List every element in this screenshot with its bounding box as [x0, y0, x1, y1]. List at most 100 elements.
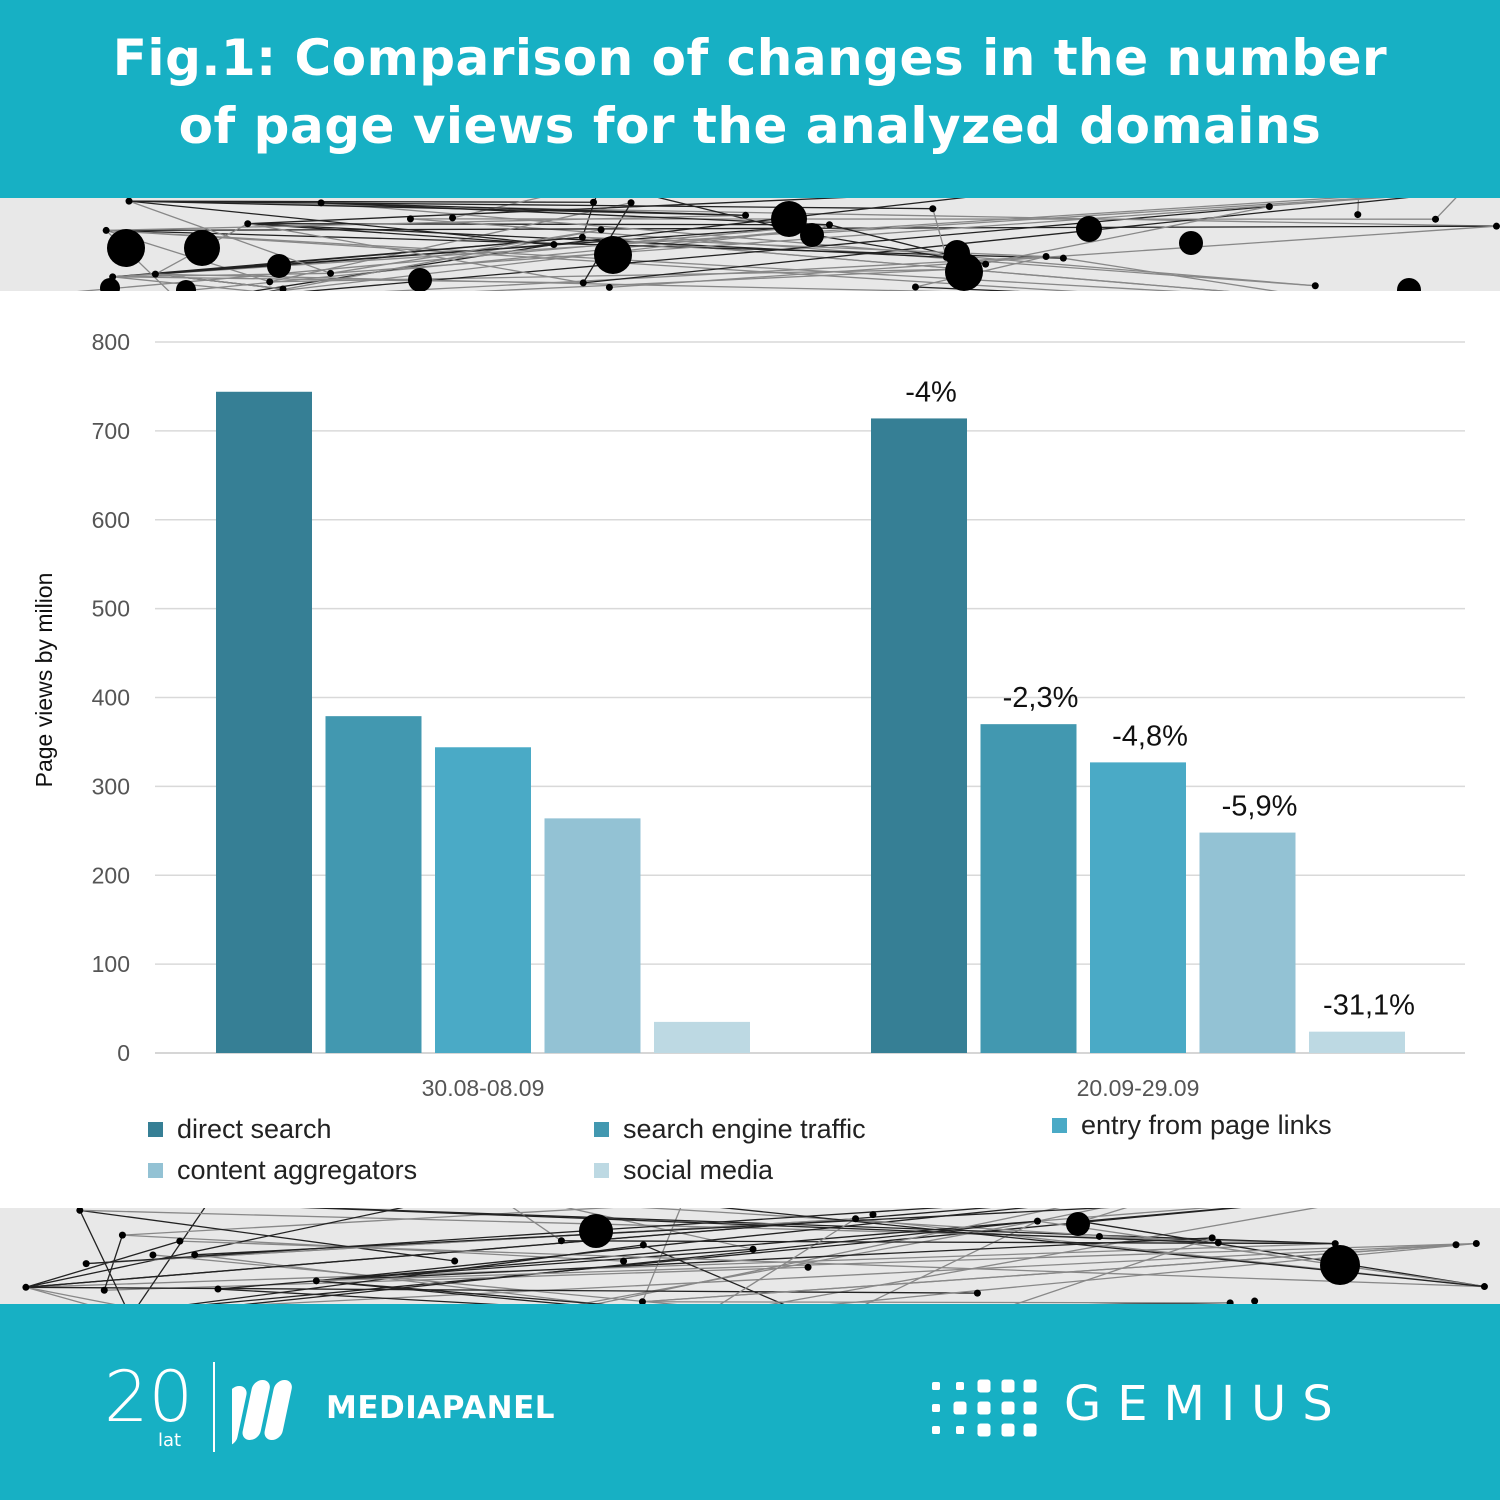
- bar: [654, 1021, 750, 1053]
- network-node: [605, 283, 613, 291]
- y-tick-label: 0: [117, 1040, 130, 1066]
- network-node: [929, 205, 937, 213]
- network-line: [128, 200, 331, 274]
- network-node: [1311, 282, 1319, 290]
- network-node: [451, 1257, 459, 1265]
- network-node: [638, 1298, 646, 1304]
- gemius-dot: [932, 1426, 940, 1434]
- network-line: [316, 1280, 571, 1304]
- bar: [1309, 1031, 1405, 1053]
- network-line: [247, 223, 947, 259]
- network-node: [266, 278, 274, 286]
- gemius-dot: [953, 1401, 967, 1415]
- network-node: [406, 215, 414, 223]
- y-tick-label: 500: [92, 596, 130, 622]
- network-line: [321, 202, 746, 216]
- gemius-dot: [956, 1382, 964, 1390]
- network-node: [557, 1237, 565, 1245]
- header-banner: Fig.1: Comparison of changes in the numb…: [0, 0, 1500, 198]
- network-node: [191, 1251, 199, 1259]
- network-node-large: [594, 236, 632, 274]
- network-node: [550, 241, 558, 249]
- mediapanel-logo-icon: [232, 1380, 292, 1446]
- network-pattern-bottom: [0, 1208, 1500, 1304]
- network-line: [194, 1254, 602, 1304]
- network-line: [258, 1244, 1457, 1304]
- network-node-large: [267, 254, 291, 278]
- legend-swatch: [148, 1163, 163, 1178]
- network-line: [1014, 1237, 1213, 1304]
- network-line: [112, 198, 1346, 278]
- network-node-large: [1320, 1245, 1360, 1285]
- network-line: [316, 1248, 754, 1282]
- network-node-large: [1076, 216, 1102, 242]
- gemius-dot: [1023, 1401, 1037, 1415]
- network-line: [806, 198, 1377, 235]
- network-node: [82, 1260, 90, 1268]
- network-node: [1354, 211, 1362, 219]
- twenty-years-logo-sub: lat: [158, 1430, 182, 1451]
- network-line: [577, 1220, 1038, 1304]
- network-node: [449, 214, 457, 222]
- network-node: [244, 220, 252, 228]
- network-node: [825, 221, 833, 229]
- y-axis-label: Page views by milion: [31, 573, 57, 788]
- network-node: [1059, 254, 1067, 262]
- gemius-dot: [977, 1423, 991, 1437]
- legend-label: social media: [623, 1155, 774, 1185]
- network-node: [176, 1237, 184, 1245]
- network-line: [25, 1218, 856, 1288]
- network-line: [25, 1242, 1336, 1288]
- network-line: [953, 205, 1270, 271]
- network-line: [330, 198, 1386, 274]
- y-tick-label: 800: [92, 329, 130, 355]
- network-line: [155, 236, 583, 275]
- network-node: [151, 270, 159, 278]
- network-line: [106, 229, 1064, 259]
- network-line: [25, 1240, 181, 1288]
- y-tick-label: 600: [92, 507, 130, 533]
- network-node: [1265, 203, 1273, 211]
- network-line: [194, 1208, 1111, 1256]
- data-label: -4,8%: [1112, 720, 1188, 752]
- network-node: [852, 1215, 860, 1223]
- network-node: [100, 1286, 108, 1294]
- bar: [980, 724, 1077, 1053]
- network-line: [864, 1220, 1038, 1304]
- network-line: [1080, 1220, 1485, 1288]
- network-line: [25, 1286, 88, 1304]
- network-line: [106, 229, 1078, 291]
- network-node-large: [579, 1214, 613, 1248]
- network-line: [1080, 1208, 1128, 1223]
- gemius-dot: [1001, 1423, 1015, 1437]
- network-node-large: [771, 201, 807, 237]
- network-node: [1208, 1234, 1216, 1242]
- network-node-large: [184, 230, 220, 266]
- network-node: [620, 1257, 628, 1265]
- gemius-logo-text: GEMIUS: [1064, 1376, 1349, 1432]
- network-node: [149, 1251, 157, 1259]
- network-line: [474, 268, 954, 291]
- network-pattern: [76, 198, 1500, 291]
- network-line: [642, 1301, 1231, 1304]
- network-line: [1063, 257, 1278, 291]
- bar: [1199, 832, 1296, 1053]
- network-node-large: [107, 229, 145, 267]
- network-line: [1037, 1208, 1104, 1222]
- mediapanel-logo-text: MEDIAPANEL: [326, 1390, 556, 1426]
- network-node-large: [1179, 231, 1203, 255]
- gemius-dot: [932, 1382, 940, 1390]
- network-line: [217, 1280, 317, 1290]
- gemius-dot: [977, 1379, 991, 1393]
- network-line: [152, 1254, 678, 1304]
- network-node: [973, 1289, 981, 1297]
- gemius-dot: [977, 1401, 991, 1415]
- network-pattern: [22, 1208, 1488, 1304]
- network-node-large: [1066, 1212, 1090, 1236]
- x-category-label: 30.08-08.09: [422, 1075, 545, 1101]
- gemius-logo-icon: [932, 1379, 1037, 1437]
- network-node: [578, 233, 586, 241]
- legend-item: search engine traffic: [594, 1114, 866, 1145]
- network-node-large: [945, 253, 983, 291]
- bar: [435, 747, 531, 1053]
